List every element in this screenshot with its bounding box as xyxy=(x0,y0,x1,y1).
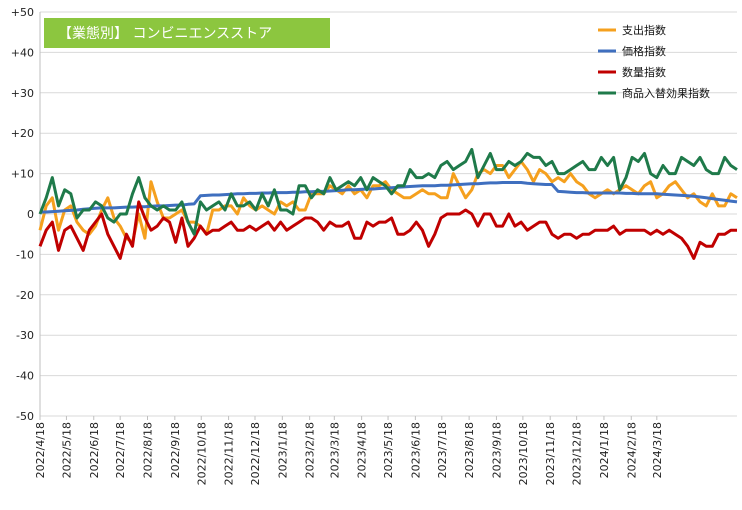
x-tick-label: 2023/11/18 xyxy=(544,422,557,485)
x-tick-label: 2022/6/18 xyxy=(88,422,101,478)
y-tick-label: -20 xyxy=(16,289,34,302)
legend-label: 支出指数 xyxy=(622,23,666,37)
chart-title-box xyxy=(44,18,330,48)
x-tick-label: 2024/3/18 xyxy=(651,422,664,478)
x-tick-label: 2022/11/18 xyxy=(223,422,236,485)
y-tick-label: +50 xyxy=(11,6,34,19)
y-axis-ticks: +50 +40 +30 +20 +10 0 -10 -20 -30 -40 -50 xyxy=(11,6,34,423)
y-tick-label: +20 xyxy=(11,127,34,140)
x-tick-label: 2022/8/18 xyxy=(142,422,155,478)
x-tick-label: 2022/12/18 xyxy=(249,422,262,485)
series-line-2 xyxy=(38,200,737,260)
y-tick-label: -10 xyxy=(16,248,34,261)
x-tick-label: 2023/6/18 xyxy=(409,422,422,478)
chart-title: 【業態別】 コンビニエンスストア xyxy=(44,18,330,48)
x-tick-label: 2023/9/18 xyxy=(490,422,503,478)
chart-title-text: 【業態別】 コンビニエンスストア xyxy=(58,26,272,42)
legend-label: 価格指数 xyxy=(622,44,666,58)
y-tick-label: +40 xyxy=(11,46,34,59)
x-tick-label: 2023/7/18 xyxy=(436,422,449,478)
x-tick-label: 2023/8/18 xyxy=(463,422,476,478)
y-tick-label: -30 xyxy=(16,329,34,342)
y-tick-label: -50 xyxy=(16,410,34,423)
grid-lines xyxy=(39,11,737,417)
x-tick-label: 2023/4/18 xyxy=(356,422,369,478)
x-tick-label: 2024/2/18 xyxy=(625,422,638,478)
x-tick-label: 2023/1/18 xyxy=(276,422,289,478)
x-tick-label: 2022/9/18 xyxy=(169,422,182,478)
x-tick-label: 2024/1/18 xyxy=(598,422,611,478)
x-tick-label: 2023/3/18 xyxy=(328,422,341,478)
legend-label: 数量指数 xyxy=(622,65,666,79)
x-axis-ticks: 2022/4/18 2022/5/18 2022/6/18 2022/7/18 2022… xyxy=(34,416,664,485)
legend-label: 商品入替効果指数 xyxy=(622,86,710,100)
x-tick-label: 2022/4/18 xyxy=(34,422,47,478)
y-tick-label: 0 xyxy=(27,208,34,221)
x-tick-label: 2023/12/18 xyxy=(571,422,584,485)
x-tick-label: 2022/7/18 xyxy=(114,422,127,478)
series-lines xyxy=(38,147,738,260)
x-tick-label: 2023/2/18 xyxy=(304,422,317,478)
y-tick-label: +30 xyxy=(11,87,34,100)
x-tick-label: 2023/5/18 xyxy=(382,422,395,478)
x-tick-label: 2023/10/18 xyxy=(517,422,530,485)
x-tick-label: 2022/5/18 xyxy=(60,422,73,478)
y-tick-label: +10 xyxy=(11,168,34,181)
x-tick-label: 2022/10/18 xyxy=(195,422,208,485)
series-line-3 xyxy=(38,147,738,236)
y-tick-label: -40 xyxy=(16,370,34,383)
